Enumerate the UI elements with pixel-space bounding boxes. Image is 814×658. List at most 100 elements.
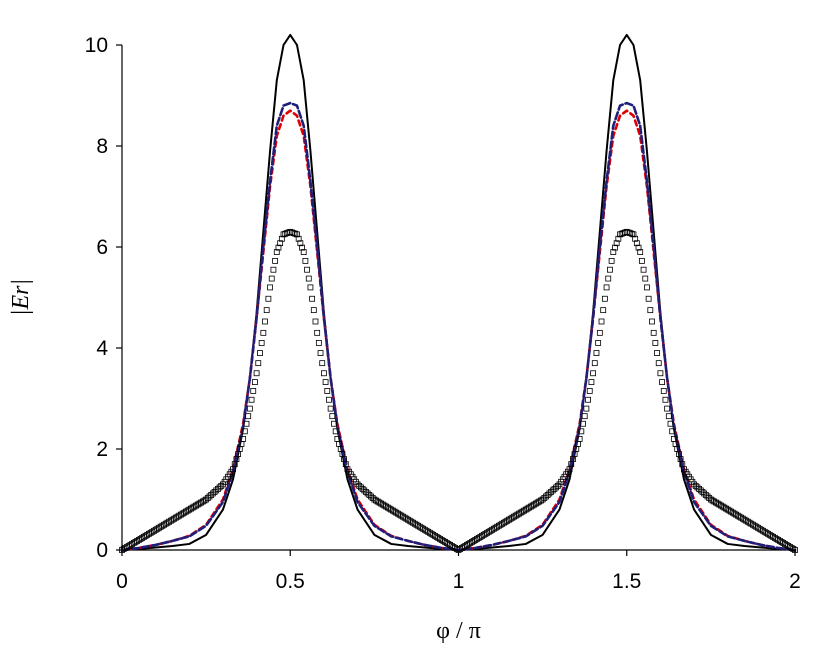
data-point-marker xyxy=(755,524,761,531)
data-point-marker xyxy=(610,249,617,255)
data-point-marker xyxy=(744,518,751,525)
data-point-marker xyxy=(691,481,697,488)
data-point-marker xyxy=(159,522,166,529)
data-point-marker xyxy=(425,528,432,535)
data-point-marker xyxy=(260,329,267,336)
data-point-marker xyxy=(526,504,533,511)
data-point-marker xyxy=(665,413,672,420)
data-point-marker xyxy=(198,499,204,506)
data-point-marker xyxy=(507,515,514,522)
data-point-marker xyxy=(428,530,435,537)
data-point-marker xyxy=(152,526,159,533)
data-point-marker xyxy=(331,420,337,427)
data-point-marker xyxy=(403,515,410,522)
data-point-marker xyxy=(199,498,206,505)
data-point-marker xyxy=(295,235,302,242)
data-point-marker xyxy=(319,360,326,367)
data-point-marker xyxy=(166,518,173,525)
data-point-marker xyxy=(506,516,512,523)
data-point-marker xyxy=(692,482,699,489)
data-point-marker xyxy=(487,527,494,534)
data-point-marker xyxy=(521,507,528,514)
data-point-marker xyxy=(371,496,378,503)
data-point-marker xyxy=(771,534,778,541)
data-point-marker xyxy=(388,506,395,513)
data-point-marker xyxy=(485,528,492,535)
data-point-marker xyxy=(783,542,790,548)
data-point-marker xyxy=(395,510,401,517)
data-point-marker xyxy=(137,535,144,542)
data-point-marker xyxy=(612,244,618,251)
data-point-marker xyxy=(312,318,319,325)
data-point-marker xyxy=(551,485,558,492)
data-point-marker xyxy=(275,244,282,251)
data-point-marker xyxy=(156,524,162,531)
data-point-marker xyxy=(183,508,189,515)
data-point-marker xyxy=(366,492,373,498)
y-tick-label: 6 xyxy=(96,236,108,259)
data-point-marker xyxy=(778,539,785,545)
y-tick-label: 0 xyxy=(96,539,108,562)
data-point-marker xyxy=(171,515,178,522)
data-point-marker xyxy=(583,405,590,412)
data-point-marker xyxy=(502,518,509,525)
data-point-marker xyxy=(257,350,263,356)
data-point-marker xyxy=(373,497,379,504)
data-point-marker xyxy=(442,539,448,545)
data-point-marker xyxy=(702,492,709,498)
data-point-marker xyxy=(309,295,316,302)
data-point-marker xyxy=(270,266,277,273)
data-point-marker xyxy=(719,503,726,510)
data-point-marker xyxy=(696,485,702,492)
data-point-marker xyxy=(490,525,497,532)
data-point-marker xyxy=(768,532,775,539)
data-point-marker xyxy=(598,318,605,325)
data-point-marker xyxy=(586,388,593,394)
series-line-solid-0 xyxy=(121,33,796,551)
data-point-marker xyxy=(304,266,310,273)
data-point-marker xyxy=(635,244,642,251)
data-point-marker xyxy=(593,350,600,356)
data-point-marker xyxy=(354,481,361,488)
data-point-marker xyxy=(396,511,403,518)
data-point-marker xyxy=(554,482,561,489)
data-point-marker xyxy=(539,496,546,503)
data-point-marker xyxy=(477,533,484,540)
data-point-marker xyxy=(660,388,667,394)
data-point-marker xyxy=(184,507,191,514)
data-point-marker xyxy=(649,318,655,325)
data-point-marker xyxy=(750,521,756,528)
data-point-marker xyxy=(307,284,314,291)
data-point-marker xyxy=(733,511,740,518)
data-point-marker xyxy=(191,503,198,510)
data-point-marker xyxy=(613,240,620,247)
data-point-marker xyxy=(418,524,425,531)
data-point-marker xyxy=(438,537,445,543)
data-point-marker xyxy=(541,495,548,501)
x-tick-label: 0.5 xyxy=(276,570,305,593)
data-point-marker xyxy=(770,533,777,540)
data-point-marker xyxy=(129,541,135,547)
data-point-marker xyxy=(447,542,453,548)
data-point-marker xyxy=(134,538,141,544)
data-point-marker xyxy=(731,510,738,517)
data-point-marker xyxy=(738,514,745,521)
data-point-marker xyxy=(532,500,539,507)
data-point-marker xyxy=(120,546,127,552)
x-tick-label: 1.5 xyxy=(612,570,641,593)
data-point-marker xyxy=(726,507,733,514)
data-point-marker xyxy=(278,235,285,242)
data-point-marker xyxy=(501,519,507,526)
data-point-marker xyxy=(299,244,305,251)
data-point-marker xyxy=(763,529,770,536)
data-point-marker xyxy=(262,318,268,325)
data-point-marker xyxy=(632,235,639,242)
data-point-marker xyxy=(457,546,464,552)
data-point-marker xyxy=(179,510,186,517)
data-point-marker xyxy=(376,499,383,506)
data-point-marker xyxy=(127,542,134,548)
data-point-marker xyxy=(157,523,164,530)
data-point-marker xyxy=(785,543,792,549)
data-point-marker xyxy=(324,388,331,394)
